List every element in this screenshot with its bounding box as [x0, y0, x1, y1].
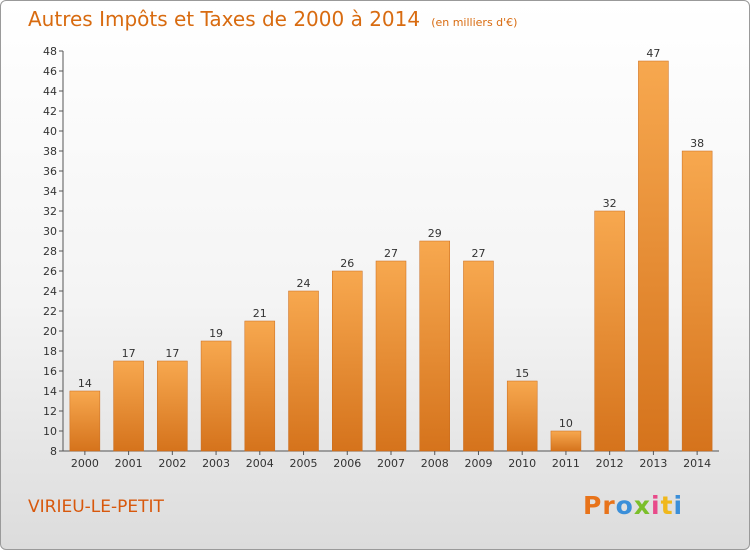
- logo-letter: P: [583, 491, 603, 520]
- x-tick-label: 2003: [202, 457, 230, 470]
- bar-value-label: 29: [428, 227, 442, 240]
- y-tick-label: 36: [43, 165, 57, 178]
- y-tick-label: 34: [43, 185, 57, 198]
- y-tick-label: 18: [43, 345, 57, 358]
- bar: [157, 360, 188, 452]
- bar: [506, 380, 538, 452]
- x-tick-label: 2006: [333, 457, 361, 470]
- x-tick-label: 2001: [115, 457, 143, 470]
- bar: [638, 60, 669, 452]
- y-tick-label: 12: [43, 405, 57, 418]
- bar: [681, 150, 713, 452]
- y-tick-label: 42: [43, 105, 57, 118]
- bar: [288, 290, 319, 452]
- logo-letter: o: [615, 491, 634, 520]
- y-tick-label: 26: [43, 265, 57, 278]
- x-tick-label: 2000: [71, 457, 99, 470]
- x-tick-label: 2008: [421, 457, 449, 470]
- bar: [375, 260, 407, 452]
- x-tick-label: 2005: [290, 457, 318, 470]
- logo-letter: t: [660, 491, 674, 520]
- chart-title-row: Autres Impôts et Taxes de 2000 à 2014 (e…: [28, 7, 517, 31]
- proxiti-logo: Proxiti: [583, 491, 683, 520]
- x-tick-label: 2011: [552, 457, 580, 470]
- bar: [113, 360, 144, 452]
- bar-value-label: 38: [690, 137, 704, 150]
- logo-letter: i: [651, 491, 661, 520]
- bar: [244, 320, 276, 452]
- y-tick-label: 10: [43, 425, 57, 438]
- y-tick-label: 20: [43, 325, 57, 338]
- x-tick-label: 2014: [683, 457, 711, 470]
- y-tick-label: 44: [43, 85, 57, 98]
- logo-letter: i: [673, 491, 684, 520]
- y-tick-label: 22: [43, 305, 57, 318]
- bar-value-label: 26: [340, 257, 354, 270]
- x-tick-label: 2010: [508, 457, 536, 470]
- bar-value-label: 10: [559, 417, 573, 430]
- bar-value-label: 21: [253, 307, 267, 320]
- bar-value-label: 15: [515, 367, 529, 380]
- bar: [69, 390, 101, 452]
- bar-value-label: 32: [603, 197, 617, 210]
- y-tick-label: 28: [43, 245, 57, 258]
- x-tick-label: 2004: [246, 457, 274, 470]
- y-tick-label: 46: [43, 65, 57, 78]
- logo-letter: x: [633, 491, 651, 520]
- bar: [200, 340, 232, 452]
- bar: [463, 260, 494, 452]
- bar: [594, 210, 625, 452]
- bar-value-label: 27: [384, 247, 398, 260]
- y-tick-label: 14: [43, 385, 57, 398]
- bar-value-label: 19: [209, 327, 223, 340]
- y-tick-label: 16: [43, 365, 57, 378]
- bar-value-label: 17: [165, 347, 179, 360]
- y-tick-label: 40: [43, 125, 57, 138]
- x-tick-label: 2012: [596, 457, 624, 470]
- bar-value-label: 27: [471, 247, 485, 260]
- bar-value-label: 47: [646, 47, 660, 60]
- y-tick-label: 48: [43, 45, 57, 58]
- y-tick-label: 32: [43, 205, 57, 218]
- bar: [332, 270, 363, 452]
- bar: [419, 240, 450, 452]
- x-tick-label: 2007: [377, 457, 405, 470]
- x-tick-label: 2002: [158, 457, 186, 470]
- chart-subtitle: (en milliers d'€): [431, 16, 518, 29]
- bar-value-label: 17: [122, 347, 136, 360]
- x-tick-label: 2013: [639, 457, 667, 470]
- logo-letter: r: [602, 491, 616, 520]
- x-tick-label: 2009: [464, 457, 492, 470]
- commune-name: VIRIEU-LE-PETIT: [28, 497, 164, 517]
- y-tick-label: 38: [43, 145, 57, 158]
- bar-value-label: 24: [297, 277, 311, 290]
- y-tick-label: 24: [43, 285, 57, 298]
- bar-value-label: 14: [78, 377, 92, 390]
- chart-title: Autres Impôts et Taxes de 2000 à 2014: [28, 7, 421, 31]
- bar: [550, 430, 582, 452]
- y-tick-label: 8: [50, 445, 57, 458]
- y-tick-label: 30: [43, 225, 57, 238]
